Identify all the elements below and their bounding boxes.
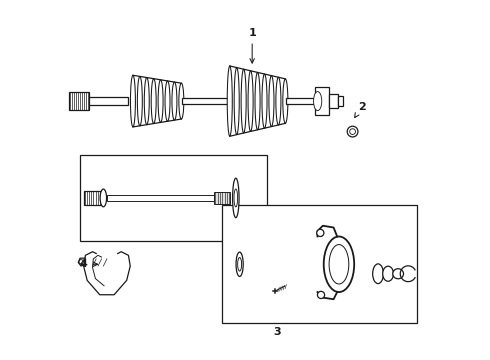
- Bar: [80, 155, 267, 241]
- Ellipse shape: [227, 66, 232, 136]
- Ellipse shape: [179, 83, 184, 119]
- Bar: [84, 191, 103, 205]
- Ellipse shape: [137, 76, 142, 126]
- Circle shape: [317, 229, 324, 237]
- Ellipse shape: [329, 244, 349, 284]
- Ellipse shape: [373, 264, 383, 284]
- Ellipse shape: [276, 77, 281, 125]
- Text: 1: 1: [248, 28, 256, 63]
- Bar: [89, 97, 128, 105]
- Ellipse shape: [347, 126, 358, 137]
- Ellipse shape: [100, 189, 107, 207]
- Bar: [182, 98, 229, 104]
- Text: 2: 2: [355, 102, 366, 118]
- Ellipse shape: [269, 76, 274, 127]
- Bar: [107, 195, 214, 201]
- Ellipse shape: [144, 77, 149, 125]
- Bar: [315, 87, 329, 115]
- Ellipse shape: [314, 91, 322, 111]
- Ellipse shape: [262, 74, 267, 128]
- Ellipse shape: [324, 237, 354, 292]
- Circle shape: [318, 291, 324, 298]
- Ellipse shape: [233, 178, 239, 218]
- Text: 3: 3: [273, 327, 281, 337]
- Ellipse shape: [158, 80, 163, 122]
- Bar: [338, 96, 343, 106]
- Bar: [329, 94, 338, 108]
- Bar: [69, 93, 89, 110]
- Ellipse shape: [130, 75, 135, 127]
- Ellipse shape: [393, 269, 403, 279]
- Ellipse shape: [236, 252, 243, 276]
- Ellipse shape: [283, 79, 288, 123]
- Text: 4: 4: [79, 259, 98, 269]
- Bar: [214, 192, 230, 204]
- Bar: [221, 205, 417, 323]
- Ellipse shape: [255, 72, 260, 130]
- Ellipse shape: [234, 68, 239, 135]
- Ellipse shape: [248, 71, 253, 131]
- Ellipse shape: [172, 82, 177, 120]
- Ellipse shape: [151, 79, 156, 123]
- Ellipse shape: [165, 81, 170, 121]
- Bar: [286, 98, 315, 104]
- Ellipse shape: [383, 266, 393, 281]
- Ellipse shape: [241, 69, 246, 133]
